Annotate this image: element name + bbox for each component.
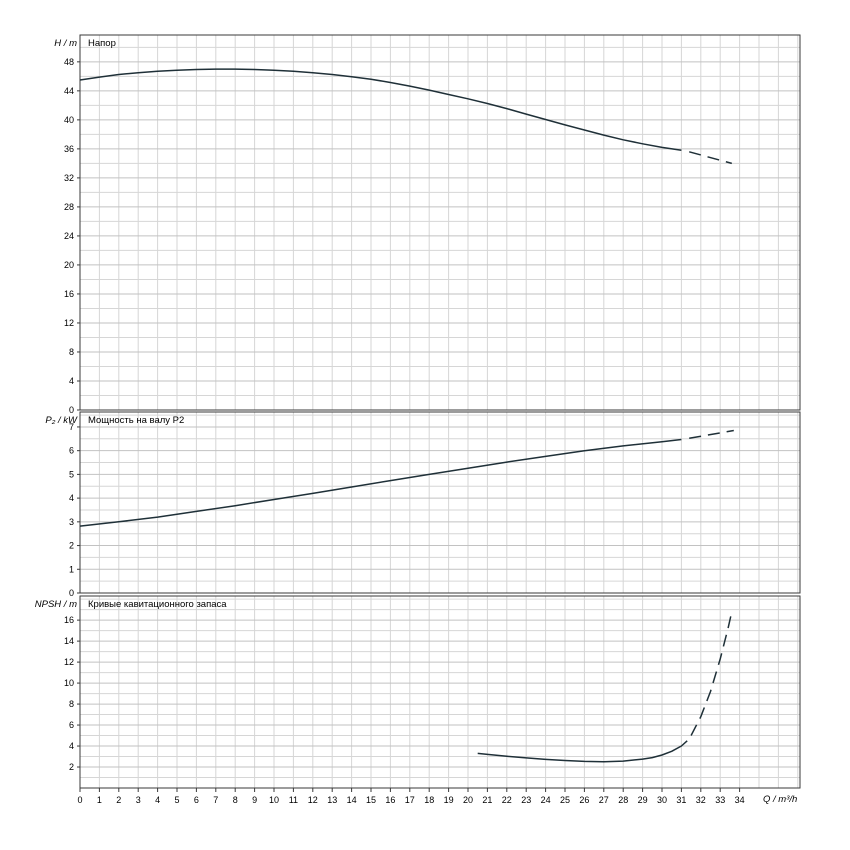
svg-text:16: 16: [64, 289, 74, 299]
svg-text:31: 31: [676, 795, 686, 805]
svg-text:34: 34: [735, 795, 745, 805]
power-panel-title: Мощность на валу P2: [88, 415, 185, 426]
svg-text:2: 2: [116, 795, 121, 805]
svg-text:8: 8: [69, 347, 74, 357]
svg-text:28: 28: [64, 202, 74, 212]
svg-text:24: 24: [64, 231, 74, 241]
svg-text:4: 4: [69, 376, 74, 386]
svg-text:33: 33: [715, 795, 725, 805]
svg-text:7: 7: [69, 422, 74, 432]
svg-text:4: 4: [155, 795, 160, 805]
svg-text:32: 32: [696, 795, 706, 805]
svg-text:12: 12: [64, 318, 74, 328]
svg-text:13: 13: [327, 795, 337, 805]
svg-text:40: 40: [64, 115, 74, 125]
svg-text:2: 2: [69, 762, 74, 772]
svg-text:23: 23: [521, 795, 531, 805]
svg-text:14: 14: [64, 636, 74, 646]
svg-text:17: 17: [405, 795, 415, 805]
svg-text:7: 7: [213, 795, 218, 805]
svg-text:10: 10: [64, 678, 74, 688]
svg-text:21: 21: [482, 795, 492, 805]
svg-text:12: 12: [64, 657, 74, 667]
svg-text:8: 8: [233, 795, 238, 805]
head-axis-label: H / m: [54, 38, 77, 49]
svg-text:6: 6: [194, 795, 199, 805]
svg-text:4: 4: [69, 493, 74, 503]
svg-text:48: 48: [64, 57, 74, 67]
svg-text:5: 5: [174, 795, 179, 805]
svg-text:22: 22: [502, 795, 512, 805]
svg-text:26: 26: [579, 795, 589, 805]
svg-text:12: 12: [308, 795, 318, 805]
svg-text:1: 1: [69, 564, 74, 574]
svg-text:14: 14: [347, 795, 357, 805]
svg-text:2: 2: [69, 541, 74, 551]
power-axis-label: P₂ / kW: [45, 415, 77, 426]
svg-text:0: 0: [77, 795, 82, 805]
svg-text:3: 3: [69, 517, 74, 527]
svg-text:0: 0: [69, 588, 74, 598]
svg-text:6: 6: [69, 720, 74, 730]
flow-axis-label: Q / m³/h: [763, 794, 798, 805]
svg-text:11: 11: [289, 795, 298, 805]
svg-text:32: 32: [64, 173, 74, 183]
svg-text:19: 19: [444, 795, 454, 805]
svg-text:20: 20: [64, 260, 74, 270]
svg-text:6: 6: [69, 446, 74, 456]
svg-text:3: 3: [136, 795, 141, 805]
svg-text:29: 29: [638, 795, 648, 805]
svg-text:24: 24: [541, 795, 551, 805]
svg-text:36: 36: [64, 144, 74, 154]
head-panel-title: Напор: [88, 38, 116, 49]
svg-text:0: 0: [69, 405, 74, 415]
svg-text:5: 5: [69, 469, 74, 479]
svg-text:4: 4: [69, 741, 74, 751]
svg-text:27: 27: [599, 795, 609, 805]
svg-text:28: 28: [618, 795, 628, 805]
svg-text:20: 20: [463, 795, 473, 805]
svg-text:15: 15: [366, 795, 376, 805]
svg-text:9: 9: [252, 795, 257, 805]
svg-text:16: 16: [64, 615, 74, 625]
svg-text:44: 44: [64, 86, 74, 96]
svg-text:8: 8: [69, 699, 74, 709]
npsh-panel-title: Кривые кавитационного запаса: [88, 599, 227, 610]
svg-text:30: 30: [657, 795, 667, 805]
svg-text:25: 25: [560, 795, 570, 805]
svg-text:18: 18: [424, 795, 434, 805]
npsh-axis-label: NPSH / m: [34, 599, 77, 610]
svg-text:10: 10: [269, 795, 279, 805]
svg-text:16: 16: [385, 795, 395, 805]
svg-text:1: 1: [97, 795, 102, 805]
